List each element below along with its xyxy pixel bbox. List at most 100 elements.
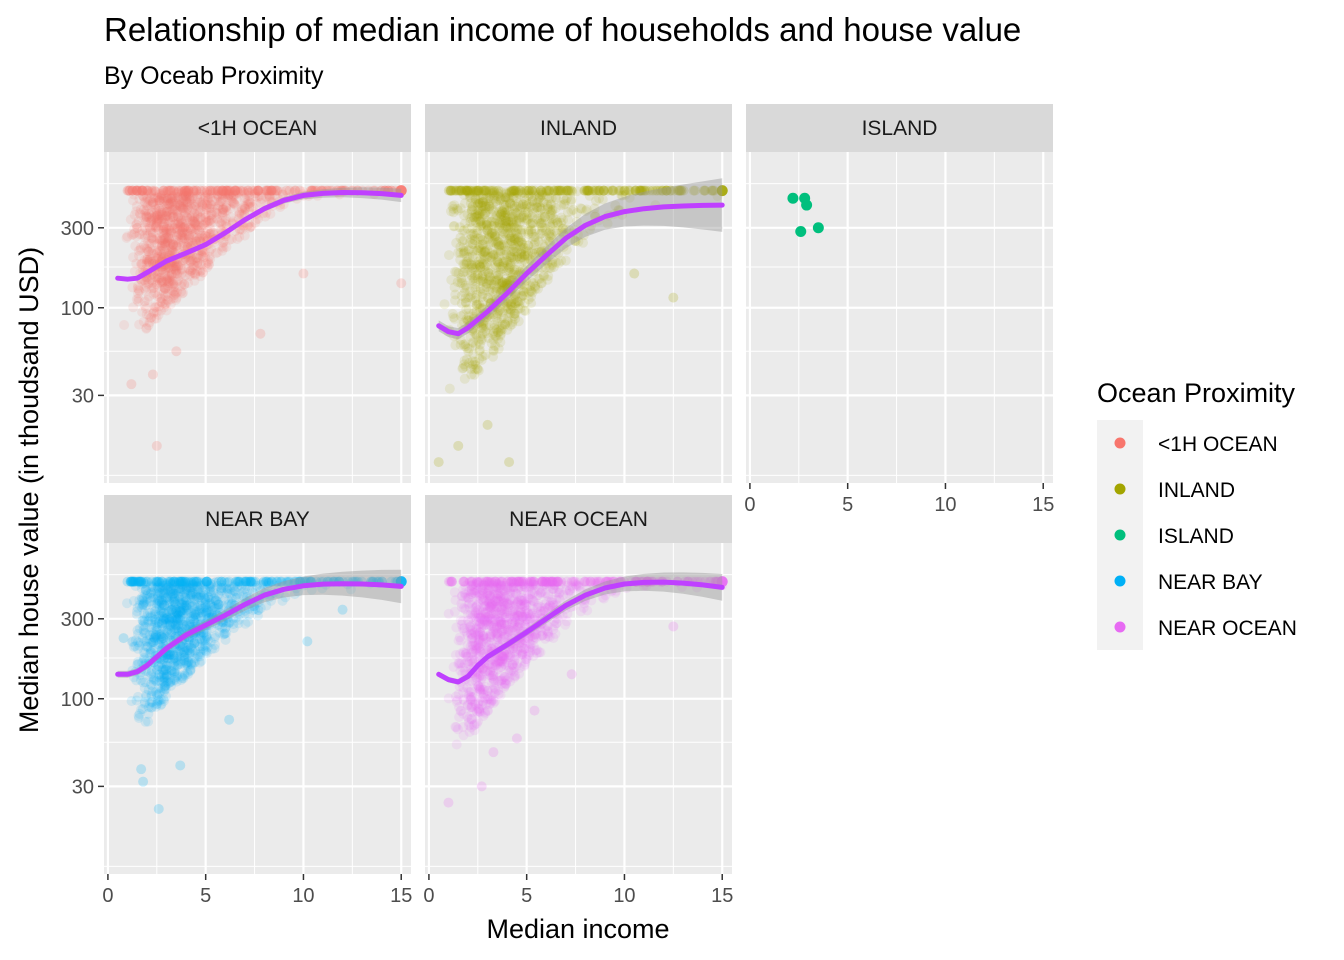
data-point [221,185,232,196]
data-point [173,216,184,226]
data-point [172,231,183,242]
data-point [197,197,208,208]
data-point [457,623,468,634]
data-point [172,191,183,202]
data-point [204,189,215,200]
data-point [204,229,215,240]
data-point [131,219,142,230]
data-point [192,214,203,225]
data-point [498,277,509,288]
data-point [154,235,165,246]
outlier-point [504,457,515,468]
data-point [131,201,142,212]
data-point [474,303,485,314]
data-point [218,185,229,196]
data-point [542,199,553,210]
data-point [185,266,196,277]
data-point [493,270,503,281]
data-point [478,323,489,334]
data-point [142,245,153,256]
data-point [190,269,201,280]
data-point [533,273,544,284]
data-point [812,222,824,234]
data-point [143,716,154,727]
data-point [439,299,450,310]
outlier-point [175,760,186,771]
data-point [225,191,236,202]
data-point [484,320,495,331]
data-point [498,313,509,324]
data-point [228,190,239,201]
data-point [131,294,142,305]
data-point [545,236,555,247]
data-point [494,321,505,332]
data-point [277,189,288,200]
data-point [526,291,536,302]
data-point [146,275,157,286]
data-point [446,185,457,196]
outlier-point [126,379,137,390]
data-point [147,278,158,289]
data-point [491,190,502,201]
data-point [134,229,145,240]
data-point [217,194,228,205]
data-point [204,251,215,262]
data-point [132,185,143,196]
data-point [530,283,541,294]
data-point [227,197,238,208]
data-point [509,200,520,211]
data-point [158,224,169,235]
data-point [540,211,550,222]
data-point [450,595,461,606]
data-point [134,185,145,196]
data-point [194,189,205,200]
outlier-point [151,440,162,451]
data-point [477,322,488,333]
data-point [184,213,195,224]
data-point [202,257,213,268]
data-point [167,279,178,290]
data-point [182,193,193,204]
data-point [578,230,589,241]
data-point [529,231,540,242]
outlier-point [153,803,164,814]
data-point [508,185,519,196]
data-point [171,265,182,276]
data-point [181,196,192,207]
data-point [164,217,175,228]
data-point [156,296,167,307]
data-point [162,206,173,217]
data-point [188,216,199,227]
data-point [472,299,483,310]
data-point [143,196,154,207]
data-point [197,267,208,278]
data-point [145,199,156,210]
data-point [158,214,169,225]
data-point [468,275,479,286]
data-point [540,262,551,273]
data-point [157,298,168,309]
data-point [177,264,187,274]
data-point [222,185,233,196]
data-point [204,215,215,226]
data-point [471,212,482,223]
data-point [163,194,174,205]
data-point [501,189,512,200]
data-point [139,212,150,223]
data-point [148,199,159,210]
data-point [149,185,160,196]
x-tick-label: 5 [842,494,853,516]
data-point [471,330,482,341]
data-point [474,208,485,219]
data-point [499,682,509,693]
data-point [140,254,150,265]
data-point [162,185,173,196]
data-point [146,207,157,218]
data-point [141,200,152,210]
data-point [176,265,187,275]
data-point [473,612,484,623]
data-point [210,185,221,196]
data-point [502,624,513,635]
data-point [477,671,488,682]
data-point [190,220,201,231]
